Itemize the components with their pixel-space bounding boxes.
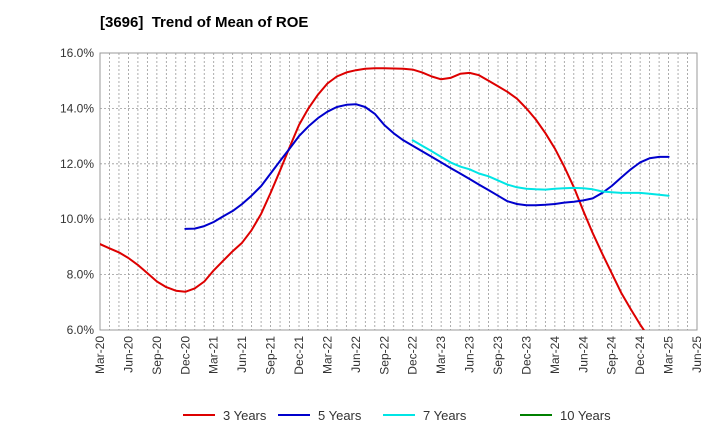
x-tick-label: Mar-20 xyxy=(93,336,107,374)
y-tick-label: 12.0% xyxy=(60,157,94,171)
series-line-7-years xyxy=(411,139,670,197)
x-tick-label: Mar-23 xyxy=(434,336,448,374)
x-tick-label: Jun-21 xyxy=(235,336,249,373)
x-tick-label: Jun-20 xyxy=(121,336,135,373)
x-tick-label: Mar-24 xyxy=(548,336,562,374)
x-tick-label: Dec-20 xyxy=(178,336,192,375)
y-tick-label: 8.0% xyxy=(67,268,95,282)
x-tick-label: Sep-24 xyxy=(605,336,619,375)
y-axis-tick-labels: 6.0% 8.0% 10.0% 12.0% 14.0% 16.0% xyxy=(60,46,94,337)
x-tick-label: Jun-24 xyxy=(576,336,590,373)
x-tick-label: Jun-23 xyxy=(463,336,477,373)
legend: 3 Years 5 Years 7 Years 10 Years xyxy=(183,408,611,423)
x-tick-label: Mar-25 xyxy=(662,336,676,374)
legend-label: 10 Years xyxy=(560,408,611,423)
plot-area-border xyxy=(99,52,698,331)
x-tick-label: Dec-23 xyxy=(519,336,533,375)
y-tick-label: 16.0% xyxy=(60,46,94,60)
legend-label: 7 Years xyxy=(423,408,467,423)
x-tick-label: Dec-21 xyxy=(292,336,306,375)
x-axis-tick-labels: Mar-20 Jun-20 Sep-20 Dec-20 Mar-21 Jun-21 Sep-… xyxy=(93,336,704,375)
x-tick-label: Dec-22 xyxy=(406,336,420,375)
x-tick-label: Sep-22 xyxy=(377,336,391,375)
x-tick-label: Mar-21 xyxy=(207,336,221,374)
grid-lines xyxy=(100,53,697,330)
chart-title: [3696] Trend of Mean of ROE xyxy=(100,14,309,31)
x-tick-label: Mar-22 xyxy=(320,336,334,374)
y-tick-label: 10.0% xyxy=(60,212,94,226)
x-tick-label: Sep-23 xyxy=(491,336,505,375)
x-tick-label: Sep-20 xyxy=(150,336,164,375)
y-tick-label: 14.0% xyxy=(60,101,94,115)
x-tick-label: Dec-24 xyxy=(633,336,647,375)
series-lines xyxy=(100,67,670,330)
x-tick-label: Jun-25 xyxy=(690,336,704,373)
x-tick-label: Jun-22 xyxy=(349,336,363,373)
series-line-5-years xyxy=(184,103,670,230)
legend-label: 5 Years xyxy=(318,408,362,423)
legend-label: 3 Years xyxy=(223,408,267,423)
y-tick-label: 6.0% xyxy=(67,323,95,337)
x-tick-label: Sep-21 xyxy=(264,336,278,375)
